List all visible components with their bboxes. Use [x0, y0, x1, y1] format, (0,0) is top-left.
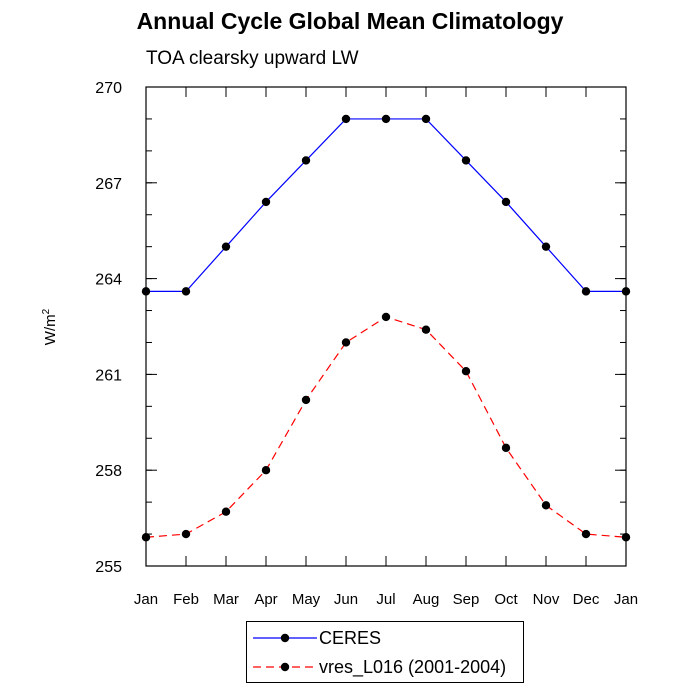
- series-layer: [141, 114, 631, 542]
- data-point: [301, 156, 311, 165]
- legend-entry-vres: vres_L016 (2001-2004): [247, 653, 523, 681]
- data-point: [501, 443, 511, 453]
- legend-marker-ceres: [280, 633, 290, 643]
- data-point: [301, 395, 311, 405]
- plot-frame: [145, 86, 627, 567]
- data-point: [261, 197, 271, 207]
- x-tick-label: Jan: [134, 591, 158, 608]
- x-tick-label: Sep: [453, 591, 480, 608]
- data-point: [141, 287, 151, 296]
- data-point: [421, 325, 431, 334]
- legend-marker-vres: [280, 662, 290, 672]
- legend-swatch-vres: [253, 662, 317, 672]
- data-point: [541, 501, 551, 510]
- series-1: [141, 312, 631, 542]
- data-point: [381, 114, 391, 124]
- series-line: [146, 118, 626, 292]
- data-point: [261, 466, 271, 475]
- data-point: [181, 287, 191, 296]
- x-tick-label: Jul: [376, 591, 395, 608]
- x-tick-label: Nov: [533, 591, 560, 608]
- legend-entry-ceres: CERES: [247, 624, 523, 652]
- y-tick-label: 261: [95, 367, 122, 384]
- data-point: [461, 367, 471, 376]
- x-tick-label: Jun: [334, 591, 358, 608]
- series-line: [145, 316, 627, 538]
- data-point: [341, 114, 351, 124]
- y-tick-label: 267: [95, 176, 122, 193]
- x-tick-label: Oct: [494, 591, 518, 608]
- x-tick-label: Apr: [254, 591, 277, 608]
- data-point: [461, 156, 471, 165]
- x-tick-label: Dec: [573, 591, 600, 608]
- chart-subtitle: TOA clearsky upward LW: [146, 48, 359, 69]
- data-point: [181, 529, 191, 539]
- series-0: [141, 114, 631, 296]
- data-point: [501, 197, 511, 207]
- data-point: [341, 338, 351, 347]
- legend: CERES vres_L016 (2001-2004): [246, 621, 524, 683]
- data-point: [141, 533, 151, 542]
- x-tick-label: Jan: [614, 591, 638, 608]
- data-point: [581, 529, 591, 539]
- legend-swatch-ceres: [253, 633, 317, 643]
- x-tick-label: May: [292, 591, 321, 608]
- axis-ticks: [145, 86, 627, 567]
- data-point: [421, 114, 431, 124]
- chart-title: Annual Cycle Global Mean Climatology: [136, 8, 564, 34]
- data-point: [221, 242, 231, 251]
- x-tick-label: Aug: [413, 591, 440, 608]
- data-point: [221, 507, 231, 516]
- data-point: [541, 242, 551, 251]
- tick-labels: Jan Feb Mar Apr May Jun Jul Aug Sep Oct Nov Dec Jan 2…: [95, 80, 638, 608]
- y-tick-label: 270: [95, 80, 122, 97]
- data-point: [621, 287, 631, 296]
- y-tick-label: 258: [95, 463, 122, 480]
- data-point: [381, 312, 391, 322]
- data-point: [621, 533, 631, 542]
- x-tick-label: Feb: [173, 591, 199, 608]
- x-tick-label: Mar: [213, 591, 239, 608]
- y-tick-label: 255: [95, 559, 122, 576]
- y-tick-label: 264: [95, 272, 122, 289]
- data-point: [581, 287, 591, 296]
- legend-label-vres: vres_L016 (2001-2004): [319, 657, 507, 677]
- legend-label-ceres: CERES: [319, 628, 382, 648]
